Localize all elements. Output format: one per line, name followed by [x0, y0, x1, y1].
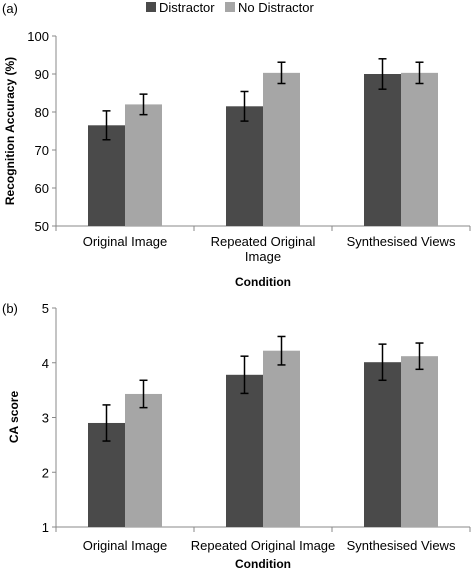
bar-b-distractor — [364, 362, 401, 527]
y-tick-label-a: 90 — [35, 67, 49, 82]
y-tick-label-b: 5 — [42, 301, 49, 316]
chart-panel-a: (a) 50 60 70 80 90 100 Original Image Repeated O… — [2, 1, 471, 289]
chart-panel-b: (b) 1 2 3 4 5 Original Image Repeated Original … — [2, 301, 471, 571]
x-axis-title-b: Condition — [235, 557, 291, 571]
x-tick-label-a: Original Image — [83, 234, 168, 249]
bar-a-distractor — [226, 106, 263, 226]
y-tick-label-b: 3 — [42, 411, 49, 426]
y-tick-label-b: 1 — [42, 520, 49, 535]
legend-swatch-distractor — [146, 2, 156, 12]
y-tick-label-b: 2 — [42, 465, 49, 480]
y-tick-label-b: 4 — [42, 356, 49, 371]
panel-label-b: (b) — [2, 301, 18, 316]
bar-b-no-distractor — [401, 356, 438, 527]
x-tick-label-b: Original Image — [83, 538, 168, 553]
bar-a-distractor — [364, 74, 401, 226]
bar-a-no-distractor — [401, 72, 438, 226]
panel-label-a: (a) — [2, 1, 18, 16]
legend-label-no-distractor: No Distractor — [238, 0, 315, 15]
bar-b-distractor — [226, 374, 263, 527]
y-tick-label-a: 60 — [35, 181, 49, 196]
y-axis-title-b: CA score — [7, 391, 21, 444]
bar-a-no-distractor — [263, 72, 300, 226]
bar-b-no-distractor — [263, 350, 300, 527]
y-tick-label-a: 80 — [35, 105, 49, 120]
x-axis-title-a: Condition — [235, 275, 291, 289]
legend: Distractor No Distractor — [146, 0, 315, 15]
y-axis-title-a: Recognition Accuracy (%) — [3, 57, 17, 205]
y-tick-label-a: 100 — [27, 29, 49, 44]
x-tick-label-a: Repeated Original — [211, 234, 316, 249]
legend-swatch-no-distractor — [225, 2, 235, 12]
bar-a-distractor — [88, 125, 125, 226]
y-tick-label-a: 70 — [35, 143, 49, 158]
x-tick-label-b: Synthesised Views — [347, 538, 456, 553]
bar-a-no-distractor — [125, 104, 162, 226]
y-tick-label-a: 50 — [35, 219, 49, 234]
x-tick-label-a: Image — [245, 249, 281, 264]
legend-label-distractor: Distractor — [159, 0, 215, 15]
x-tick-label-a: Synthesised Views — [347, 234, 456, 249]
x-tick-label-b: Repeated Original Image — [191, 538, 336, 553]
bar-b-no-distractor — [125, 393, 162, 527]
